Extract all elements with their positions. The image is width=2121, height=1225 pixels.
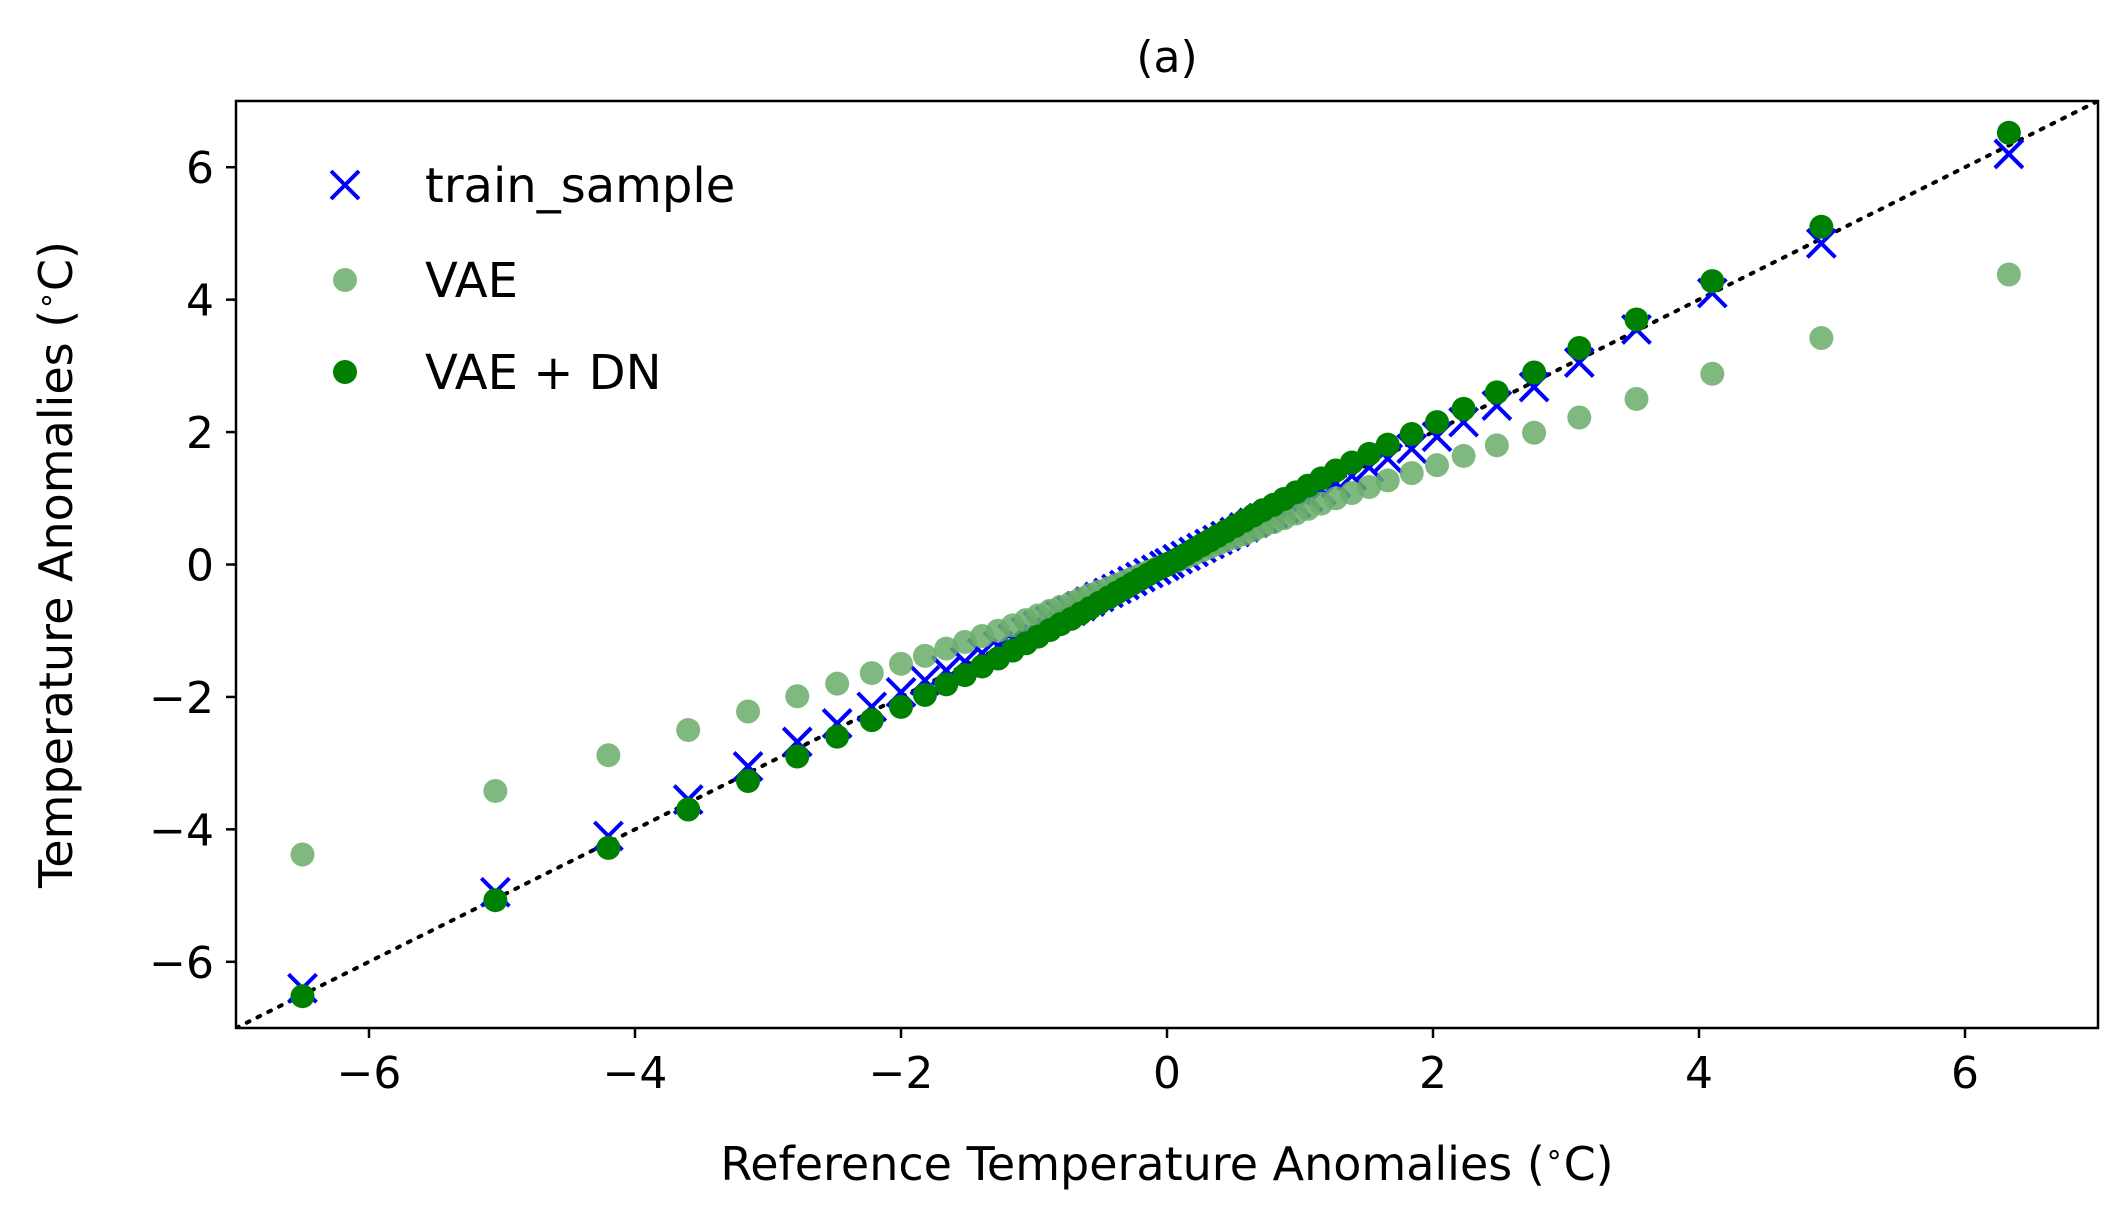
y-tick-label: −2 (149, 673, 214, 724)
vae-dn-point (676, 797, 701, 822)
vae-point (483, 778, 508, 803)
reference-line (236, 101, 2098, 1028)
vae-point (1567, 405, 1592, 430)
vae-dn-point (736, 769, 761, 794)
y-tick-label: 2 (186, 408, 214, 459)
y-axis-degree: ∘ (29, 291, 64, 310)
train-sample-point (1993, 138, 2025, 170)
vae-point (1399, 461, 1424, 486)
legend-marker-vae-dn (333, 360, 357, 384)
vae-point (1451, 443, 1476, 468)
vae-point (825, 671, 850, 696)
x-axis-degree: ∘ (1545, 1137, 1564, 1172)
legend-label: VAE + DN (425, 345, 662, 401)
y-tick-label: −6 (149, 938, 214, 989)
vae-dn-point (483, 888, 508, 913)
y-tick-label: 0 (186, 541, 214, 592)
vae-point (290, 842, 315, 867)
vae-dn-point (889, 694, 913, 719)
vae-point (934, 636, 959, 661)
vae-point (1424, 453, 1449, 478)
x-tick-label: 4 (1685, 1048, 1713, 1099)
x-tick-label: 6 (1951, 1048, 1979, 1099)
y-tick-label: −4 (149, 805, 214, 856)
vae-point (1357, 475, 1382, 500)
x-axis-label-unit: C) (1564, 1137, 1614, 1191)
data-layer (236, 101, 2098, 1028)
legend-label: VAE (425, 253, 518, 309)
vae-point (1624, 386, 1649, 411)
vae-dn-point (1375, 432, 1400, 457)
vae-point (1522, 420, 1547, 445)
vae-dn-point (1567, 335, 1592, 360)
vae-point (676, 718, 701, 743)
vae-point (596, 743, 621, 768)
x-tick-label: −2 (869, 1048, 934, 1099)
vae-dn-point (859, 708, 884, 733)
x-tick-label: −4 (603, 1048, 668, 1099)
vae-dn-point (1484, 380, 1509, 405)
x-axis-label-text: Reference Temperature Anomalies ( (720, 1137, 1544, 1191)
vae-point (1700, 361, 1725, 386)
vae-point (1375, 468, 1400, 493)
x-tick-label: 0 (1153, 1048, 1181, 1099)
x-tick-label: −6 (337, 1048, 402, 1099)
vae-dn-point (1996, 120, 2021, 145)
vae-point (889, 651, 913, 676)
vae-point (859, 661, 884, 686)
vae-dn-point (1809, 214, 1834, 239)
vae-dn-point (1700, 269, 1725, 294)
x-axis-label: Reference Temperature Anomalies (∘C) (720, 1137, 1613, 1191)
vae-dn-point (785, 744, 810, 769)
x-tick-label: 2 (1419, 1048, 1447, 1099)
vae-point (785, 684, 810, 709)
y-tick-label: 6 (186, 143, 214, 194)
y-axis-label: Temperature Anomalies (∘C) (29, 241, 83, 889)
vae-dn-point (912, 682, 937, 707)
vae-dn-point (1522, 360, 1547, 385)
vae-point (736, 699, 761, 724)
y-tick-label: 4 (186, 276, 214, 327)
vae-dn-point (290, 984, 315, 1009)
series-vae-dn (290, 120, 2021, 1009)
vae-point (912, 643, 937, 668)
vae-point (1484, 433, 1509, 458)
vae-dn-point (1424, 410, 1449, 435)
vae-dn-point (825, 724, 850, 749)
vae-dn-point (596, 835, 621, 860)
y-axis-label-text: Temperature Anomalies ( (29, 310, 83, 889)
vae-dn-point (1357, 441, 1382, 466)
legend: train_sample VAE VAE + DN (329, 158, 735, 401)
plot-area: −6 −4 −2 0 2 4 6 −6 −4 −2 0 2 4 6 train_sample VAE VAE +… (149, 99, 2100, 1099)
vae-dn-point (1624, 307, 1649, 332)
legend-label: train_sample (425, 158, 735, 214)
vae-dn-point (1399, 422, 1424, 447)
legend-marker-train-sample (329, 169, 361, 201)
vae-point (1809, 326, 1834, 351)
y-axis-label-unit: C) (29, 241, 83, 291)
vae-dn-point (1451, 396, 1476, 421)
vae-dn-point (934, 672, 959, 697)
vae-point (1996, 262, 2021, 287)
legend-marker-vae (333, 268, 357, 292)
chart-title: (a) (1136, 32, 1197, 83)
